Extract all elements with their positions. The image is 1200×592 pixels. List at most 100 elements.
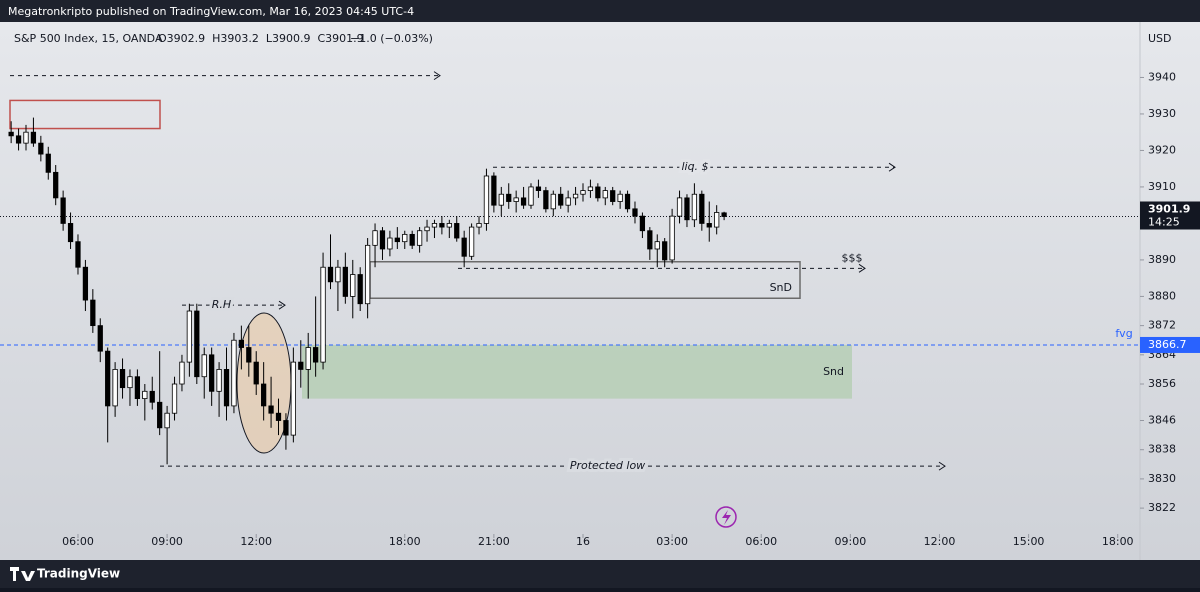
candle-body	[201, 354, 207, 378]
x-tick-label: 21:00	[478, 535, 510, 548]
candle-body	[409, 233, 415, 246]
candle-body	[676, 197, 683, 217]
candle-body	[439, 223, 445, 228]
x-tick-label: 16	[576, 535, 590, 548]
candle-body	[528, 186, 534, 206]
candle-body	[461, 237, 467, 257]
candle-body	[357, 274, 363, 305]
x-tick-label: 09:00	[151, 535, 183, 548]
candle-body	[483, 175, 490, 224]
candle-body	[535, 186, 542, 191]
chart-background	[0, 22, 1200, 560]
candle-body	[662, 241, 668, 261]
candle-body	[602, 190, 608, 199]
plot: 3940393039203910389038803872386438563846…	[0, 70, 1200, 548]
x-tick-label: 06:00	[62, 535, 94, 548]
candle-body	[647, 230, 653, 250]
candle-body	[431, 223, 438, 228]
candle-body	[491, 175, 497, 206]
fvg-label: fvg	[1115, 327, 1132, 340]
candle-body	[610, 190, 616, 202]
candle-body	[60, 197, 66, 224]
x-tick-label: 12:00	[240, 535, 272, 548]
y-tick-label: 3890	[1148, 253, 1176, 266]
candle-body	[476, 223, 482, 228]
candle-body	[714, 212, 720, 228]
candle-body	[105, 350, 111, 407]
zone-label: Snd	[823, 365, 844, 378]
candle-body	[624, 193, 631, 210]
candle-body	[290, 361, 296, 436]
candle-body	[520, 197, 527, 206]
y-tick-label: 3940	[1148, 70, 1176, 83]
candle-body	[565, 197, 571, 206]
candle-body	[320, 266, 326, 363]
logo	[10, 567, 35, 581]
candle-body	[402, 233, 408, 243]
y-tick-label: 3838	[1148, 443, 1176, 456]
candle-body	[335, 266, 341, 283]
candle-body	[157, 401, 163, 429]
current-price-box	[1140, 201, 1200, 230]
candle-body	[216, 369, 222, 392]
lightning-icon[interactable]	[715, 506, 737, 528]
footer-bar	[0, 560, 1200, 588]
candle-body	[171, 383, 178, 414]
candle-body	[305, 347, 311, 370]
candle-body	[498, 193, 504, 206]
candle-body	[416, 230, 423, 246]
candle-body	[587, 186, 594, 191]
candle-body	[654, 241, 660, 250]
y-tick-label: 3822	[1148, 501, 1176, 514]
x-tick-label: 06:00	[745, 535, 777, 548]
x-tick-label: 12:00	[924, 535, 956, 548]
symbol: S&P 500 Index, 15, OANDA	[14, 32, 163, 45]
y-tick-label: 3846	[1148, 414, 1176, 427]
current-price-label: 3901.9	[1148, 202, 1190, 215]
candle-body	[394, 237, 400, 243]
candle-body	[45, 153, 51, 173]
candle-body	[424, 226, 430, 232]
candle-body	[364, 244, 371, 305]
candle-body	[617, 193, 623, 202]
candle-body	[8, 131, 14, 137]
candle-body	[699, 193, 705, 224]
candle-body	[90, 299, 96, 327]
header-bar	[0, 0, 1200, 22]
candle-body	[75, 241, 81, 268]
y-tick-label: 3880	[1148, 289, 1176, 302]
candle-body	[283, 420, 289, 436]
header-text: Megatronkripto published on TradingView.…	[8, 5, 414, 18]
lightning-bolt	[722, 510, 731, 525]
candle-body	[223, 369, 230, 407]
level-arrow	[278, 300, 286, 310]
candle-body	[543, 190, 549, 210]
candle-body	[350, 274, 356, 297]
candle-body	[268, 405, 274, 414]
level-arrow	[433, 71, 441, 81]
candle-body	[468, 226, 475, 257]
candle-body	[387, 237, 393, 250]
candle-body	[639, 215, 646, 232]
candle-body	[30, 131, 37, 144]
zone	[9, 99, 161, 130]
level-arrow	[938, 461, 946, 471]
candle-body	[558, 193, 564, 206]
candle-body	[513, 197, 519, 202]
candle-body	[179, 361, 185, 385]
candle-body	[112, 369, 118, 407]
candle-body	[454, 223, 460, 239]
candle-body	[691, 193, 698, 221]
candle-body	[275, 412, 282, 421]
y-tick-label: 3930	[1148, 107, 1176, 120]
level-label: $$$	[842, 251, 863, 264]
candle-body	[298, 361, 304, 370]
candle-body	[119, 369, 126, 389]
x-tick-label: 18:00	[389, 535, 421, 548]
candle-body	[669, 215, 675, 261]
level-label: Protected low	[570, 459, 645, 472]
candle-body	[238, 339, 244, 348]
y-tick-label: 3856	[1148, 377, 1176, 390]
candle-body	[580, 190, 586, 195]
